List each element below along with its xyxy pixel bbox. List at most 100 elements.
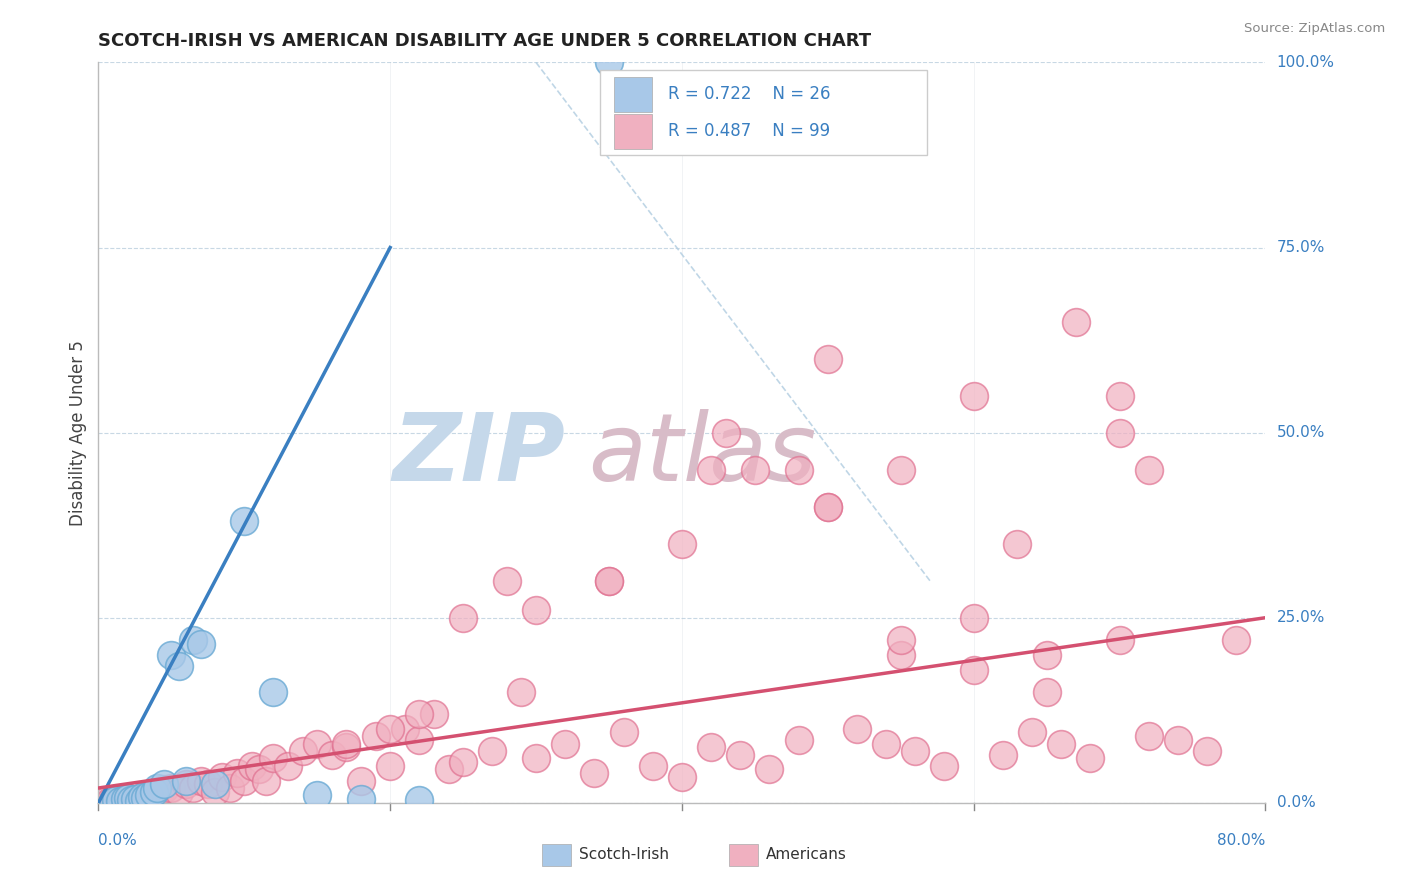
Point [817, 500, 839, 514]
Point [380, 722, 402, 736]
Point [142, 787, 165, 801]
Point [101, 794, 124, 808]
Point [134, 791, 156, 805]
Point [1108, 425, 1130, 440]
Point [94, 794, 117, 808]
Point [291, 744, 314, 758]
Point [437, 763, 460, 777]
Text: R = 0.487    N = 99: R = 0.487 N = 99 [668, 122, 830, 140]
Text: Scotch-Irish: Scotch-Irish [579, 847, 669, 863]
Text: Source: ZipAtlas.com: Source: ZipAtlas.com [1244, 22, 1385, 36]
Point [233, 515, 256, 529]
Point [110, 794, 132, 808]
Point [583, 766, 606, 780]
Point [408, 706, 430, 721]
Point [481, 744, 503, 758]
Point [846, 722, 869, 736]
Point [890, 462, 912, 476]
Point [335, 740, 357, 755]
Point [174, 777, 197, 791]
Point [263, 751, 285, 765]
Point [98, 794, 121, 808]
Point [117, 791, 139, 805]
Point [890, 632, 912, 647]
Text: ZIP: ZIP [392, 409, 565, 500]
Point [167, 658, 190, 673]
Point [671, 770, 693, 784]
Point [335, 737, 357, 751]
Point [124, 792, 146, 806]
Point [211, 770, 233, 784]
Point [641, 758, 664, 772]
Point [451, 610, 474, 624]
Point [124, 792, 146, 806]
Point [218, 780, 240, 795]
Point [104, 794, 127, 808]
Point [181, 632, 204, 647]
Point [240, 758, 263, 772]
Point [153, 777, 176, 791]
Point [598, 574, 620, 588]
Point [321, 747, 343, 762]
Point [1108, 632, 1130, 647]
Point [875, 737, 897, 751]
Point [138, 789, 160, 803]
Text: 80.0%: 80.0% [1218, 833, 1265, 848]
Point [1167, 732, 1189, 747]
Text: SCOTCH-IRISH VS AMERICAN DISABILITY AGE UNDER 5 CORRELATION CHART: SCOTCH-IRISH VS AMERICAN DISABILITY AGE … [98, 32, 872, 50]
Point [138, 789, 160, 803]
Bar [728, 844, 758, 866]
Point [110, 792, 132, 806]
FancyBboxPatch shape [600, 70, 927, 155]
Point [1021, 725, 1043, 739]
Point [1035, 648, 1057, 662]
Point [1064, 314, 1087, 328]
Text: Americans: Americans [766, 847, 846, 863]
Bar [614, 77, 651, 112]
Point [1050, 737, 1073, 751]
Point [263, 685, 285, 699]
Point [744, 462, 766, 476]
Point [120, 794, 142, 808]
Point [962, 388, 984, 402]
Point [1080, 751, 1102, 765]
Point [247, 763, 270, 777]
Point [524, 603, 547, 617]
Point [598, 55, 620, 70]
Point [174, 773, 197, 788]
Bar [541, 844, 571, 866]
Point [380, 758, 402, 772]
Point [120, 793, 142, 807]
Point [700, 462, 723, 476]
Point [714, 425, 737, 440]
Point [204, 785, 226, 799]
Point [117, 791, 139, 805]
Point [423, 706, 446, 721]
Point [233, 773, 256, 788]
Point [131, 789, 153, 804]
Point [787, 732, 810, 747]
Point [524, 751, 547, 765]
Point [350, 773, 373, 788]
Point [598, 574, 620, 588]
Point [131, 789, 153, 804]
Point [1225, 632, 1247, 647]
Point [128, 794, 150, 808]
Point [160, 648, 183, 662]
Point [510, 685, 533, 699]
Text: 75.0%: 75.0% [1277, 240, 1324, 255]
Point [962, 610, 984, 624]
Point [1108, 388, 1130, 402]
Point [146, 789, 169, 804]
Point [890, 648, 912, 662]
Point [128, 793, 150, 807]
Point [787, 462, 810, 476]
Point [613, 725, 636, 739]
Point [364, 729, 387, 743]
Point [1137, 462, 1160, 476]
Point [254, 773, 277, 788]
Point [1007, 536, 1029, 550]
Point [197, 777, 219, 791]
Point [114, 792, 136, 806]
Text: 50.0%: 50.0% [1277, 425, 1324, 440]
